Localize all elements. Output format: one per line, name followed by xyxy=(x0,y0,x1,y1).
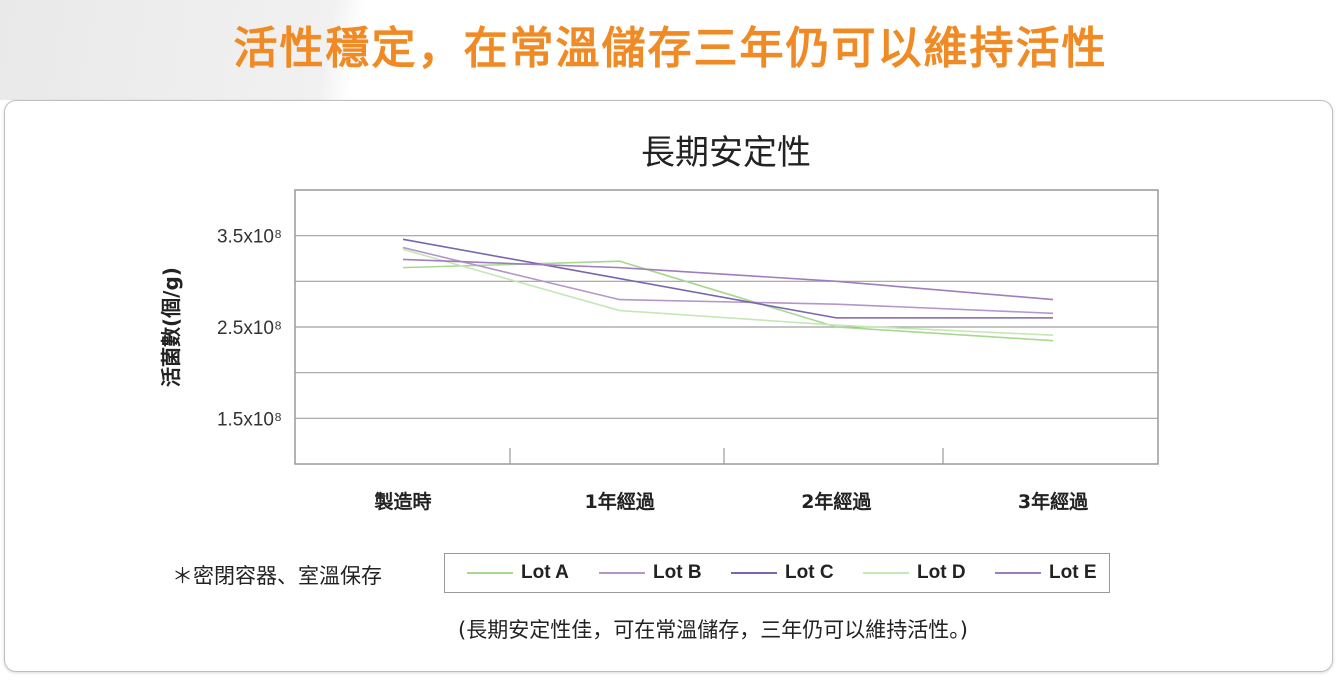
legend-label: Lot B xyxy=(653,562,702,583)
page-headline: 活性穩定，在常溫儲存三年仍可以維持活性 xyxy=(233,23,1108,74)
x-tick-label: 3年經過 xyxy=(1018,490,1089,513)
series-line-lot-c xyxy=(402,238,1053,319)
legend-label: Lot A xyxy=(521,562,569,583)
legend-item: Lot B xyxy=(577,554,709,592)
chart-title: 長期安定性 xyxy=(641,133,811,173)
legend-swatch xyxy=(863,572,909,574)
legend-item: Lot D xyxy=(841,554,973,592)
legend-swatch xyxy=(599,572,645,574)
legend-swatch xyxy=(731,572,777,574)
header-background xyxy=(0,0,1341,100)
legend-label: Lot D xyxy=(917,562,966,583)
x-tick-label: 2年經過 xyxy=(801,490,872,513)
storage-note: ＊密閉容器、室溫保存 xyxy=(172,564,382,588)
legend-label: Lot C xyxy=(785,562,834,583)
chart-caption: (長期安定性佳，可在常溫儲存，三年仍可以維持活性。) xyxy=(458,618,968,642)
x-tick-label: 製造時 xyxy=(373,490,431,513)
series-line-lot-e xyxy=(402,258,1054,301)
y-tick-label: 2.5x10⁸ xyxy=(217,318,282,339)
y-tick-label: 1.5x10⁸ xyxy=(217,409,282,430)
legend-swatch xyxy=(467,572,513,574)
series-line-lot-d xyxy=(402,248,1054,337)
legend-swatch xyxy=(995,572,1041,574)
legend-item: Lot E xyxy=(973,554,1105,592)
legend-label: Lot E xyxy=(1049,562,1097,583)
x-tick-label: 1年經過 xyxy=(585,490,656,513)
chart-legend: Lot A Lot B Lot C Lot D Lot E xyxy=(444,553,1110,593)
series-line-lot-b xyxy=(402,246,1054,315)
y-axis-label: 活菌數(個/g) xyxy=(159,267,183,387)
legend-item: Lot C xyxy=(709,554,841,592)
legend-item: Lot A xyxy=(445,554,577,592)
series-line-lot-a xyxy=(402,260,1054,342)
y-tick-label: 3.5x10⁸ xyxy=(217,227,282,248)
